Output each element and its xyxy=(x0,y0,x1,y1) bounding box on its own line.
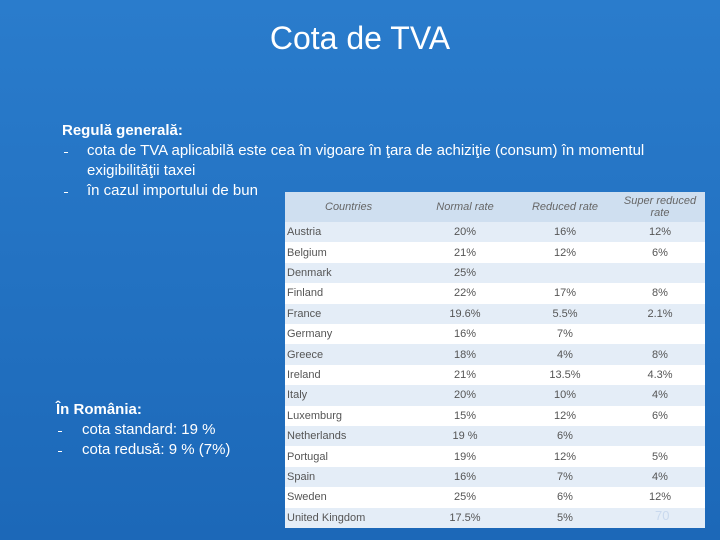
rule-item: cota de TVA aplicabilă este cea în vigoa… xyxy=(62,141,682,181)
rate-cell: 4% xyxy=(652,389,668,402)
country-cell: Luxemburg xyxy=(287,409,343,422)
country-cell: Sweden xyxy=(287,491,327,504)
table-row: Austria 20% 16% 12% xyxy=(285,222,705,243)
rate-cell: 19% xyxy=(453,450,477,463)
country-cell: Spain xyxy=(287,470,316,483)
rate-cell: 15% xyxy=(453,409,477,422)
rate-cell: 16% xyxy=(453,328,477,341)
table-row: Luxemburg 15% 12% 6% xyxy=(285,405,705,426)
rate-cell: 5% xyxy=(652,450,668,463)
country-cell: Italy xyxy=(287,389,308,402)
rate-cell: 17% xyxy=(553,287,577,300)
table-row: Germany 16% 7% xyxy=(285,324,705,345)
rate-cell: 6% xyxy=(652,409,668,422)
country-cell: Germany xyxy=(287,328,333,341)
rate-cell: 13.5% xyxy=(549,368,581,381)
rate-cell: 7% xyxy=(557,470,573,483)
column-header: Normal rate xyxy=(436,201,494,213)
table-row: Ireland 21% 13.5% 4.3% xyxy=(285,364,705,386)
rate-cell: 6% xyxy=(652,246,668,259)
rule-item: în cazul importului de bun xyxy=(62,181,682,201)
country-cell: France xyxy=(287,307,322,320)
slide-title: Cota de TVA xyxy=(269,20,451,56)
rate-cell: 4% xyxy=(652,470,668,483)
table-row: Italy 20% 10% 4% xyxy=(285,385,705,406)
table-row: Belgium 21% 12% 6% xyxy=(285,242,705,263)
table-row: Portugal 19% 12% 5% xyxy=(285,446,705,467)
table-row: Spain 16% 7% 4% xyxy=(285,466,705,488)
country-cell: United Kingdom xyxy=(287,511,366,524)
country-cell: Finland xyxy=(287,287,324,300)
rate-cell: 4.3% xyxy=(647,368,673,381)
country-cell: Greece xyxy=(287,348,324,361)
rate-cell: 16% xyxy=(453,470,477,483)
rate-cell: 17.5% xyxy=(449,511,481,524)
rate-cell: 25% xyxy=(453,266,477,279)
country-cell: Belgium xyxy=(287,246,327,259)
vat-table: Countries Normal rate Reduced rate Super re… xyxy=(285,192,705,528)
country-cell: Netherlands xyxy=(287,430,347,443)
rate-cell: 12% xyxy=(553,409,577,422)
rate-cell: 20% xyxy=(453,389,477,402)
country-cell: Austria xyxy=(287,226,322,239)
romania-heading: În România: xyxy=(56,401,142,418)
rate-cell: 12% xyxy=(553,246,577,259)
rate-cell: 6% xyxy=(557,430,573,443)
rate-cell: 2.1% xyxy=(647,307,673,320)
table-row: Greece 18% 4% 8% xyxy=(285,344,705,365)
rate-cell: 19 % xyxy=(452,430,478,443)
page-number: 70 xyxy=(655,508,670,523)
table-row: France 19.6% 5.5% 2.1% xyxy=(285,303,705,324)
rate-cell: 16% xyxy=(553,226,577,239)
table-row: United Kingdom 17.5% 5% xyxy=(285,507,705,528)
romania-item: cota redusă: 9 % (7%) xyxy=(56,440,276,460)
table-row: Finland 22% 17% 8% xyxy=(285,283,705,304)
rate-cell: 5.5% xyxy=(552,307,578,320)
table-row: Netherlands 19 % 6% xyxy=(285,426,705,447)
rate-cell: 25% xyxy=(453,491,477,504)
rate-cell: 19.6% xyxy=(449,307,481,320)
rule-block: Regulă generală: cota de TVA aplicabilă … xyxy=(62,121,682,201)
table-row: Denmark 25% xyxy=(285,262,705,284)
country-cell: Ireland xyxy=(287,368,321,381)
table-header: Countries Normal rate Reduced rate Super re… xyxy=(285,192,705,222)
rate-cell: 6% xyxy=(557,491,573,504)
rate-cell: 22% xyxy=(453,287,477,300)
rate-cell: 8% xyxy=(652,348,668,361)
column-header: Reduced rate xyxy=(531,201,599,213)
rate-cell: 12% xyxy=(648,491,672,504)
rate-cell: 20% xyxy=(453,226,477,239)
rate-cell: 12% xyxy=(648,226,672,239)
rate-cell: 12% xyxy=(553,450,577,463)
rate-cell: 7% xyxy=(557,328,573,341)
romania-item: cota standard: 19 % xyxy=(56,420,276,440)
rate-cell: 10% xyxy=(553,389,577,402)
country-cell: Denmark xyxy=(287,266,332,279)
rate-cell: 8% xyxy=(652,287,668,300)
column-header: Countries xyxy=(325,201,373,213)
rate-cell: 18% xyxy=(453,348,477,361)
rate-cell: 21% xyxy=(453,368,477,381)
column-header: Super reduced rate xyxy=(623,195,697,219)
country-cell: Portugal xyxy=(287,450,328,463)
rate-cell: 5% xyxy=(557,511,573,524)
romania-block: În România: cota standard: 19 % cota red… xyxy=(56,400,276,460)
rate-cell: 21% xyxy=(453,246,477,259)
table-row: Sweden 25% 6% 12% xyxy=(285,487,705,508)
rate-cell: 4% xyxy=(557,348,573,361)
rule-heading: Regulă generală: xyxy=(62,122,183,139)
